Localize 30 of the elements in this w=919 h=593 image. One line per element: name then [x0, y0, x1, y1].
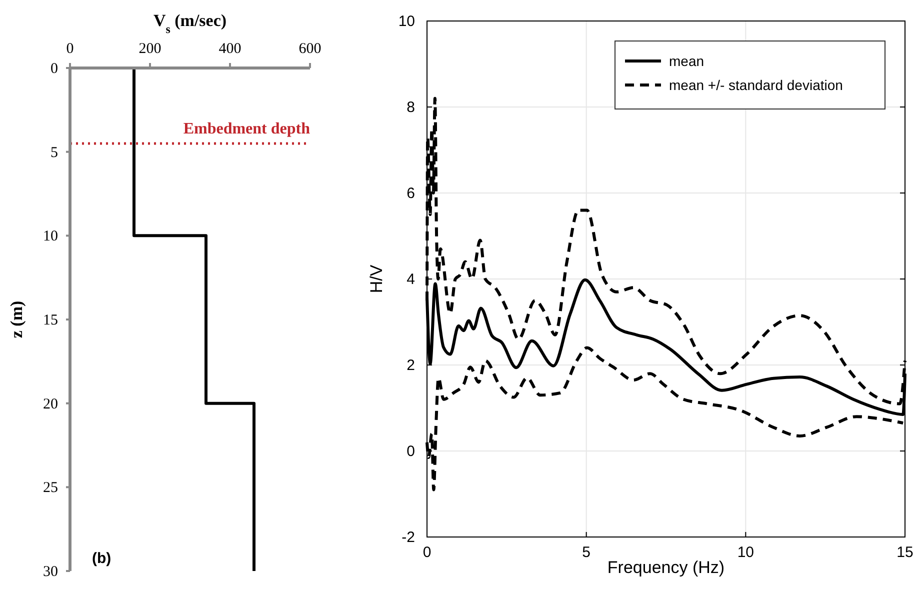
y-tick-label: 20: [43, 396, 58, 412]
y-tick-label: -2: [402, 529, 415, 546]
legend-label: mean +/- standard deviation: [669, 77, 843, 93]
ref-line-label: Embedment depth: [183, 120, 310, 138]
y-tick-label: 30: [43, 564, 58, 580]
x-tick-label: 0: [422, 544, 432, 561]
x-tick-label: 200: [138, 41, 162, 57]
y-tick-label: 15: [43, 312, 58, 328]
y-tick-label: 10: [43, 228, 58, 245]
y-tick-label: 6: [406, 185, 415, 202]
x-tick-label: 600: [298, 41, 322, 57]
x-axis-title: Frequency (Hz): [607, 558, 725, 577]
annotation: (b): [92, 550, 112, 567]
x-axis-title: V$_{s}$ (m/sec): [153, 11, 227, 36]
x-tick-label: 400: [218, 41, 242, 57]
x-tick-label: 5: [582, 544, 591, 561]
y-tick-label: 0: [406, 443, 415, 460]
legend-label: mean: [669, 53, 704, 69]
y-axis-title: H/V: [367, 264, 386, 294]
y-tick-label: 2: [406, 357, 415, 374]
y-tick-label: 10: [398, 13, 415, 30]
y-tick-label: 25: [43, 480, 58, 496]
x-tick-label: 0: [66, 41, 74, 57]
y-tick-label: 0: [50, 61, 58, 77]
y-tick-label: 5: [50, 144, 58, 161]
y-tick-label: 4: [406, 271, 415, 288]
y-axis-title: z (m): [7, 300, 26, 338]
x-tick-label: 10: [737, 544, 754, 561]
y-tick-label: 8: [406, 99, 415, 116]
x-tick-label: 15: [896, 544, 914, 561]
